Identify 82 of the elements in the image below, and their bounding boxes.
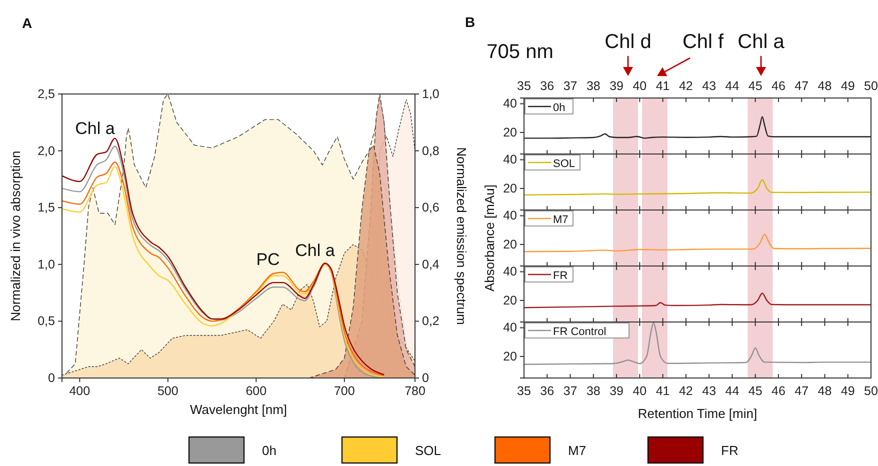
y-tick-label: 2,5 bbox=[38, 87, 56, 101]
y-tick-label: 20 bbox=[503, 293, 518, 308]
y2-axis-title: Normalized emission spectrum bbox=[454, 147, 469, 325]
y-tick-label: 40 bbox=[503, 320, 518, 335]
x-tick-label: 46 bbox=[772, 384, 786, 398]
y2-tick-label: 0,4 bbox=[422, 257, 440, 272]
x-tick-label: 780 bbox=[404, 384, 426, 398]
y-tick-label: 2,0 bbox=[38, 144, 56, 158]
x-tick-label: 42 bbox=[678, 384, 693, 398]
text: Chl d bbox=[604, 31, 652, 53]
x-tick-label: 700 bbox=[334, 384, 355, 398]
x-tick-label: 37 bbox=[563, 384, 578, 398]
x-tick-label: 600 bbox=[246, 384, 267, 398]
x2-tick-label: 37 bbox=[563, 79, 578, 93]
annotation: PC bbox=[256, 250, 280, 269]
legend-label: FR bbox=[553, 270, 568, 282]
text: B bbox=[465, 14, 476, 30]
x-axis-title: Wavelenght [nm] bbox=[190, 402, 288, 417]
y-tick-label: 20 bbox=[503, 181, 518, 196]
y-tick-label: 20 bbox=[503, 237, 518, 252]
y-tick-label: 1,0 bbox=[38, 257, 56, 272]
x-tick-label: 41 bbox=[656, 384, 670, 398]
y-tick-label: 40 bbox=[503, 208, 518, 223]
x-tick-label: 45 bbox=[748, 384, 762, 398]
x2-tick-label: 46 bbox=[772, 79, 786, 93]
x2-tick-label: 38 bbox=[586, 79, 600, 93]
legend-label: FR bbox=[721, 443, 738, 458]
x2-tick-label: 39 bbox=[610, 79, 624, 93]
x2-tick-label: 50 bbox=[864, 79, 878, 93]
y-axis-title: Normalized in vivo absorption bbox=[8, 150, 23, 322]
annotation: Chl a bbox=[295, 241, 336, 260]
y-tick-label: 1,5 bbox=[38, 200, 56, 215]
y2-tick-label: 0,6 bbox=[422, 200, 440, 215]
x2-tick-label: 48 bbox=[818, 79, 832, 93]
x-tick-label: 47 bbox=[794, 384, 809, 398]
x2-tick-label: 43 bbox=[702, 79, 716, 93]
x2-tick-label: 47 bbox=[794, 79, 809, 93]
x2-tick-label: 35 bbox=[517, 79, 531, 93]
x-tick-label: 35 bbox=[517, 384, 531, 398]
legend-label: 0h bbox=[553, 102, 566, 114]
y2-tick-label: 0,2 bbox=[422, 314, 440, 328]
x-tick-label: 48 bbox=[818, 384, 832, 398]
x2-tick-label: 44 bbox=[725, 79, 740, 93]
text: 705 nm bbox=[486, 41, 554, 63]
text: A bbox=[22, 15, 32, 31]
x-tick-label: 44 bbox=[725, 384, 740, 398]
x-tick-label: 39 bbox=[610, 384, 624, 398]
x-tick-label: 500 bbox=[157, 384, 178, 398]
x-tick-label: 400 bbox=[69, 384, 90, 398]
x2-tick-label: 42 bbox=[678, 79, 693, 93]
y-axis-title: Absorbance [mAu] bbox=[482, 184, 497, 292]
x-tick-label: 49 bbox=[840, 384, 855, 398]
x-tick-label: 50 bbox=[864, 384, 878, 398]
x2-tick-label: 41 bbox=[656, 79, 670, 93]
legend-label: SOL bbox=[415, 443, 442, 458]
x-axis-title: Retention Time [min] bbox=[638, 406, 758, 421]
x-tick-label: 38 bbox=[586, 384, 600, 398]
x-tick-label: 36 bbox=[540, 384, 554, 398]
legend-label: M7 bbox=[568, 443, 586, 458]
y-tick-label: 40 bbox=[503, 152, 518, 167]
legend-label: 0h bbox=[262, 443, 276, 458]
y-tick-label: 40 bbox=[503, 96, 518, 111]
y2-tick-label: 0 bbox=[422, 371, 429, 385]
x2-tick-label: 49 bbox=[840, 79, 855, 93]
text: Chl a bbox=[738, 31, 786, 53]
y2-tick-label: 0,8 bbox=[422, 144, 440, 158]
x-tick-label: 40 bbox=[632, 384, 647, 398]
y-tick-label: 0,5 bbox=[38, 314, 56, 328]
y-tick-label: 20 bbox=[503, 349, 518, 364]
y2-tick-label: 1,0 bbox=[422, 87, 440, 101]
y-tick-label: 40 bbox=[503, 264, 518, 279]
x2-tick-label: 36 bbox=[540, 79, 554, 93]
legend-label: M7 bbox=[553, 214, 568, 226]
x2-tick-label: 45 bbox=[748, 79, 762, 93]
y-tick-label: 20 bbox=[503, 125, 518, 140]
x2-tick-label: 40 bbox=[632, 79, 647, 93]
legend-label: FR Control bbox=[553, 326, 606, 338]
legend-label: SOL bbox=[553, 158, 576, 170]
y-tick-label: 0 bbox=[48, 371, 56, 385]
x-tick-label: 43 bbox=[702, 384, 716, 398]
text: Chl f bbox=[682, 31, 724, 53]
annotation: Chl a bbox=[75, 119, 116, 138]
